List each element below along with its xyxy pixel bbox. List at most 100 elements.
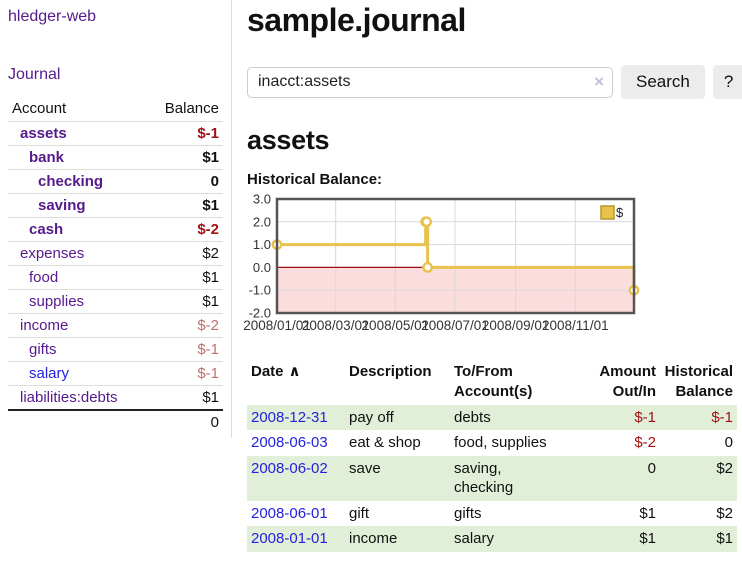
svg-text:2.0: 2.0 (253, 214, 271, 229)
app-window: hledger-web Journal Account Balance asse… (8, 0, 742, 552)
column-header-historical: Historical Balance (664, 363, 733, 401)
transaction-date-link[interactable]: 2008-06-03 (251, 434, 328, 451)
svg-text:2008/11/01: 2008/11/01 (542, 318, 609, 333)
svg-text:2008/07/01: 2008/07/01 (421, 318, 489, 333)
transaction-description: gift (349, 504, 370, 522)
account-row: assets $-1 (8, 121, 223, 146)
account-link-gifts[interactable]: gifts (29, 341, 57, 358)
svg-text:2008/03/01: 2008/03/01 (302, 318, 370, 333)
account-title: assets (247, 125, 330, 155)
account-row: saving $1 (8, 193, 223, 218)
main-content: sample.journal × Search ? assets Histori… (232, 0, 742, 552)
accounts-table: Account Balance assets $-1 bank $1 check… (8, 97, 223, 434)
account-row: salary $-1 (8, 361, 223, 386)
search-bar: × Search ? (247, 65, 742, 99)
page-title: sample.journal (247, 2, 466, 38)
account-link-checking[interactable]: checking (38, 173, 104, 190)
date-header-label: Date (251, 363, 284, 380)
search-button[interactable]: Search (621, 65, 705, 99)
svg-text:2008/01/01: 2008/01/01 (243, 318, 311, 333)
svg-text:-1.0: -1.0 (249, 283, 271, 298)
account-row: liabilities:debts $1 (8, 385, 223, 410)
transaction-date-link[interactable]: 2008-06-01 (251, 504, 328, 522)
transaction-historical: 0 (724, 434, 733, 451)
accounts-total-row: 0 (8, 409, 223, 434)
account-link-food[interactable]: food (29, 269, 59, 286)
transaction-description: income (349, 530, 398, 547)
transaction-date-link[interactable]: 2008-01-01 (251, 530, 328, 547)
transaction-historical: $2 (716, 459, 733, 477)
svg-text:2008/09/01: 2008/09/01 (482, 318, 550, 333)
account-row: supplies $1 (8, 289, 223, 314)
sidebar-item-journal[interactable]: Journal (8, 66, 61, 83)
account-row: gifts $-1 (8, 337, 223, 362)
account-balance: $1 (146, 289, 223, 314)
account-link-expenses[interactable]: expenses (20, 245, 85, 262)
accounts-total: 0 (146, 409, 223, 434)
transaction-description: save (349, 459, 381, 477)
clear-search-icon[interactable]: × (594, 71, 604, 91)
historical-balance-chart: $3.0 2.0 1.0 0.0 -1.0 -2.0 2008/01/01 2008/03/0… (243, 192, 742, 337)
transaction-amount: $-2 (634, 434, 656, 451)
account-balance: 0 (146, 169, 223, 194)
account-link-saving[interactable]: saving (38, 197, 86, 214)
transaction-historical: $2 (716, 504, 733, 522)
transaction-row: 2008-06-03 eat & shop food, supplies $-2… (247, 430, 737, 456)
help-button[interactable]: ? (712, 65, 742, 99)
account-row: income $-2 (8, 313, 223, 338)
transaction-row: 2008-12-31 pay off debts $-1 $-1 (247, 404, 737, 430)
transaction-date-link[interactable]: 2008-06-02 (251, 459, 328, 477)
search-input[interactable] (247, 66, 613, 98)
account-balance: $-1 (146, 361, 223, 386)
account-link-supplies[interactable]: supplies (29, 293, 85, 310)
account-balance: $-1 (146, 121, 223, 146)
transaction-description: pay off (349, 408, 394, 426)
accounts-header-account: Account (12, 100, 67, 117)
account-link-salary[interactable]: salary (29, 365, 70, 382)
transaction-accounts: salary (454, 530, 495, 547)
transaction-amount: $1 (639, 530, 656, 547)
transaction-amount: $1 (639, 504, 656, 522)
transaction-description: eat & shop (349, 434, 421, 451)
account-row: cash $-2 (8, 217, 223, 242)
account-link-liabilities-debts[interactable]: liabilities:debts (20, 389, 118, 406)
account-link-income[interactable]: income (20, 317, 69, 334)
svg-text:3.0: 3.0 (253, 192, 271, 207)
svg-text:2008/05/01: 2008/05/01 (362, 318, 430, 333)
account-row: expenses $2 (8, 241, 223, 266)
account-balance: $-1 (146, 337, 223, 362)
column-header-date[interactable]: Date ∧ (247, 360, 345, 405)
brand-link[interactable]: hledger-web (8, 8, 97, 25)
transaction-amount: 0 (647, 459, 656, 477)
register-table: Date ∧ Description To/From Account(s) Amo… (247, 360, 737, 552)
account-balance: $1 (146, 193, 223, 218)
account-link-cash[interactable]: cash (29, 221, 64, 238)
svg-text:1.0: 1.0 (253, 237, 271, 252)
account-balance: $1 (146, 265, 223, 290)
svg-text:-2.0: -2.0 (249, 306, 271, 321)
transaction-amount: $-1 (634, 408, 656, 426)
transaction-accounts: food, supplies (454, 434, 547, 451)
account-link-bank[interactable]: bank (29, 149, 65, 166)
transaction-accounts: debts (454, 408, 491, 426)
accounts-header-balance: Balance (164, 100, 219, 117)
account-balance: $2 (146, 241, 223, 266)
account-balance: $1 (146, 145, 223, 170)
sort-asc-icon: ∧ (288, 363, 301, 380)
account-link-assets[interactable]: assets (20, 125, 67, 142)
transaction-date-link[interactable]: 2008-12-31 (251, 408, 328, 426)
svg-text:$: $ (616, 205, 624, 220)
register-header-row: Date ∧ Description To/From Account(s) Amo… (247, 360, 737, 405)
transaction-accounts: gifts (454, 504, 482, 522)
transaction-accounts: saving, checking (454, 459, 514, 497)
column-header-accounts: To/From Account(s) (454, 363, 533, 401)
transaction-historical: $1 (716, 530, 733, 547)
account-row: bank $1 (8, 145, 223, 170)
column-header-description: Description (349, 363, 432, 380)
account-balance: $-2 (146, 313, 223, 338)
column-header-amount: Amount Out/In (599, 363, 656, 401)
svg-text:0.0: 0.0 (253, 260, 271, 275)
account-balance: $1 (146, 385, 223, 410)
transaction-historical: $-1 (711, 408, 733, 426)
transaction-row: 2008-06-02 save saving, checking 0 $2 (247, 455, 737, 501)
